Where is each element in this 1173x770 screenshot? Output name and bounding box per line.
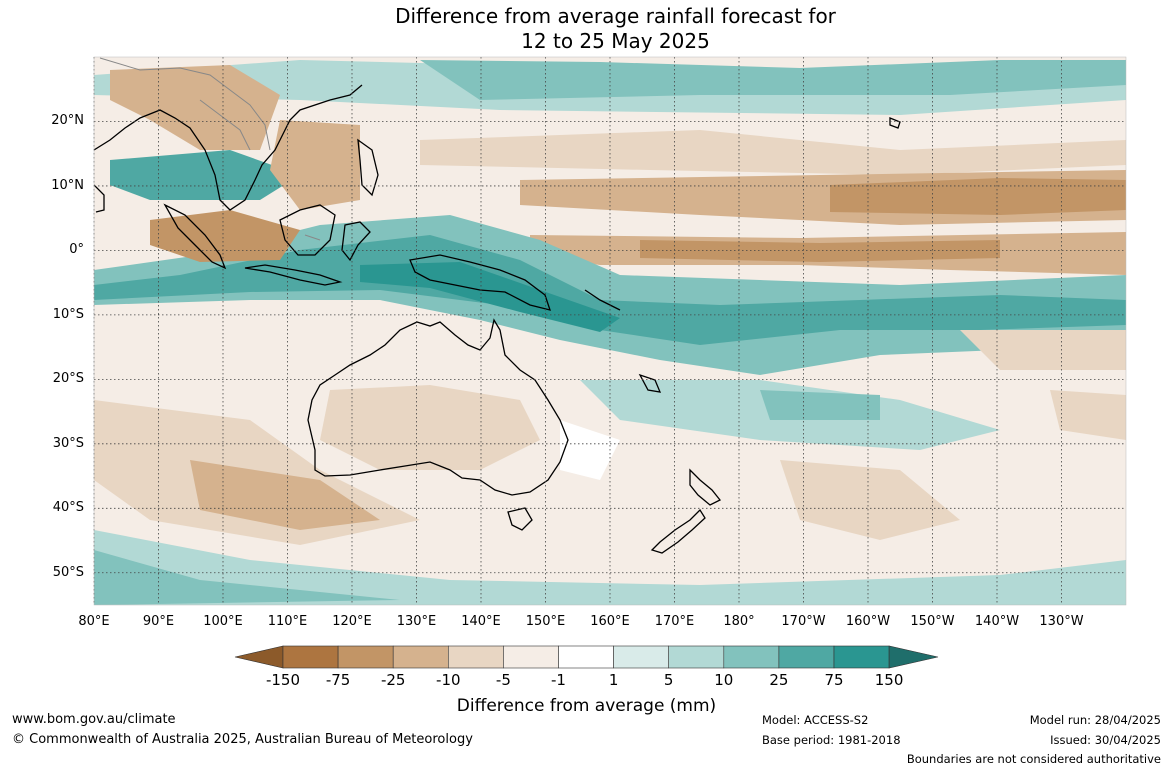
colorbar-segment (337, 645, 394, 669)
longitude-label: 100°E (203, 614, 243, 629)
borneo-coastline (279, 204, 336, 256)
new-zealand-north-coastline (689, 468, 722, 506)
model-run-text: Model run: 28/04/2025 (1029, 713, 1161, 727)
longitude-label: 130°W (1039, 614, 1084, 629)
latitude-label: 50°S (52, 564, 84, 580)
anomaly-zone (94, 550, 400, 605)
longitude-label: 90°E (142, 614, 175, 629)
anomaly-zone (110, 65, 280, 150)
latitude-label: 30°S (52, 435, 84, 451)
map-gridlines (93, 57, 1126, 605)
anomaly-zone (640, 240, 1000, 262)
latitude-label: 20°N (51, 113, 84, 129)
new-caledonia-coastline (638, 373, 662, 393)
sumatra-coastline (163, 203, 227, 270)
colorbar-segment (778, 645, 835, 669)
issued-text: Issued: 30/04/2025 (1050, 733, 1161, 747)
longitude-label: 180° (723, 614, 755, 629)
anomaly-zone (110, 150, 300, 200)
new-zealand-south-coastline (650, 508, 706, 554)
longitude-label: 80°E (78, 614, 110, 629)
model-text: Model: ACCESS-S2 (762, 713, 869, 727)
colorbar-tick-label: -75 (325, 671, 351, 689)
colorbar-segment (723, 645, 780, 669)
longitude-label: 170°E (654, 614, 695, 629)
colorbar-segment (503, 645, 559, 669)
anomaly-zone (420, 130, 1126, 175)
boundaries-note: Boundaries are not considered authoritat… (906, 752, 1161, 766)
longitude-label: 120°E (332, 614, 372, 629)
solomon-islands-coastline (584, 289, 621, 311)
colorbar-segment (668, 645, 725, 669)
anomaly-zone (420, 60, 1126, 100)
title-line-1: Difference from average rainfall forecas… (395, 4, 836, 28)
anomaly-zone (960, 330, 1126, 370)
hawaii-coastline (889, 117, 901, 129)
anomaly-zone (1050, 390, 1126, 440)
colorbar-tick-label: 1 (608, 671, 619, 689)
colorbar (234, 645, 939, 669)
longitude-label: 170°W (781, 614, 826, 629)
longitude-label: 140°E (461, 614, 501, 629)
longitude-label: 140°W (974, 614, 1020, 629)
colorbar-tick-label: 10 (714, 671, 734, 689)
title-line-2: 12 to 25 May 2025 (521, 29, 710, 53)
sulawesi-coastline (341, 221, 371, 262)
colorbar-tick-label: 75 (824, 671, 844, 689)
colorbar-tick-label: 5 (663, 671, 674, 689)
australia-coastline (307, 318, 569, 496)
base-period-text: Base period: 1981-2018 (762, 733, 901, 747)
anomaly-zone (190, 460, 380, 530)
anomaly-zone (830, 178, 1126, 215)
colorbar-arrow-high (888, 645, 939, 669)
longitude-label: 160°W (845, 614, 891, 629)
philippines-coastline (357, 138, 379, 197)
asia-coastline (94, 84, 363, 211)
coastlines (94, 84, 901, 554)
new-guinea-coastline (409, 254, 551, 311)
india-coastline (94, 184, 105, 213)
anomaly-zone (760, 390, 880, 420)
colorbar-tick-label: -25 (380, 671, 406, 689)
java-coastline (244, 264, 343, 286)
longitude-label: 150°E (525, 614, 566, 629)
anomaly-zone (320, 385, 540, 470)
anomaly-zone (560, 420, 620, 480)
colorbar-segment (558, 645, 614, 669)
colorbar-segment (613, 645, 669, 669)
anomaly-zone (270, 120, 360, 210)
colorbar-tick-label: -5 (495, 671, 511, 689)
latitude-label: 0° (69, 242, 84, 258)
colorbar-segment (392, 645, 449, 669)
latitude-label: 20°S (52, 371, 84, 387)
anomaly-zone (150, 210, 300, 262)
colorbar-tick-label: -1 (551, 671, 566, 689)
colorbar-tick-label: 25 (769, 671, 789, 689)
latitude-label: 10°N (51, 177, 84, 193)
colorbar-segment (447, 645, 504, 669)
colorbar-tick-label: 150 (874, 671, 904, 689)
border-line (199, 99, 251, 151)
latitude-label: 40°S (52, 500, 84, 516)
colorbar-tick-label: -150 (265, 671, 301, 689)
website-text: www.bom.gov.au/climate (12, 712, 176, 727)
longitude-label: 160°E (590, 614, 630, 629)
colorbar-segment (833, 645, 890, 669)
border-line (304, 234, 321, 241)
longitude-label: 130°E (396, 614, 437, 629)
colorbar-label: Difference from average (mm) (456, 696, 717, 716)
colorbar-tick-label: -10 (436, 671, 461, 689)
colorbar-segment (282, 645, 339, 669)
copyright-text: © Commonwealth of Australia 2025, Austra… (12, 732, 473, 747)
longitude-label: 150°W (910, 614, 955, 629)
latitude-label: 10°S (52, 306, 84, 322)
longitude-label: 110°E (267, 614, 308, 629)
map-frame (93, 56, 1127, 606)
anomaly-zone (780, 460, 960, 540)
chart-title: Difference from average rainfall forecas… (0, 4, 1173, 54)
colorbar-arrow-low (234, 645, 284, 669)
